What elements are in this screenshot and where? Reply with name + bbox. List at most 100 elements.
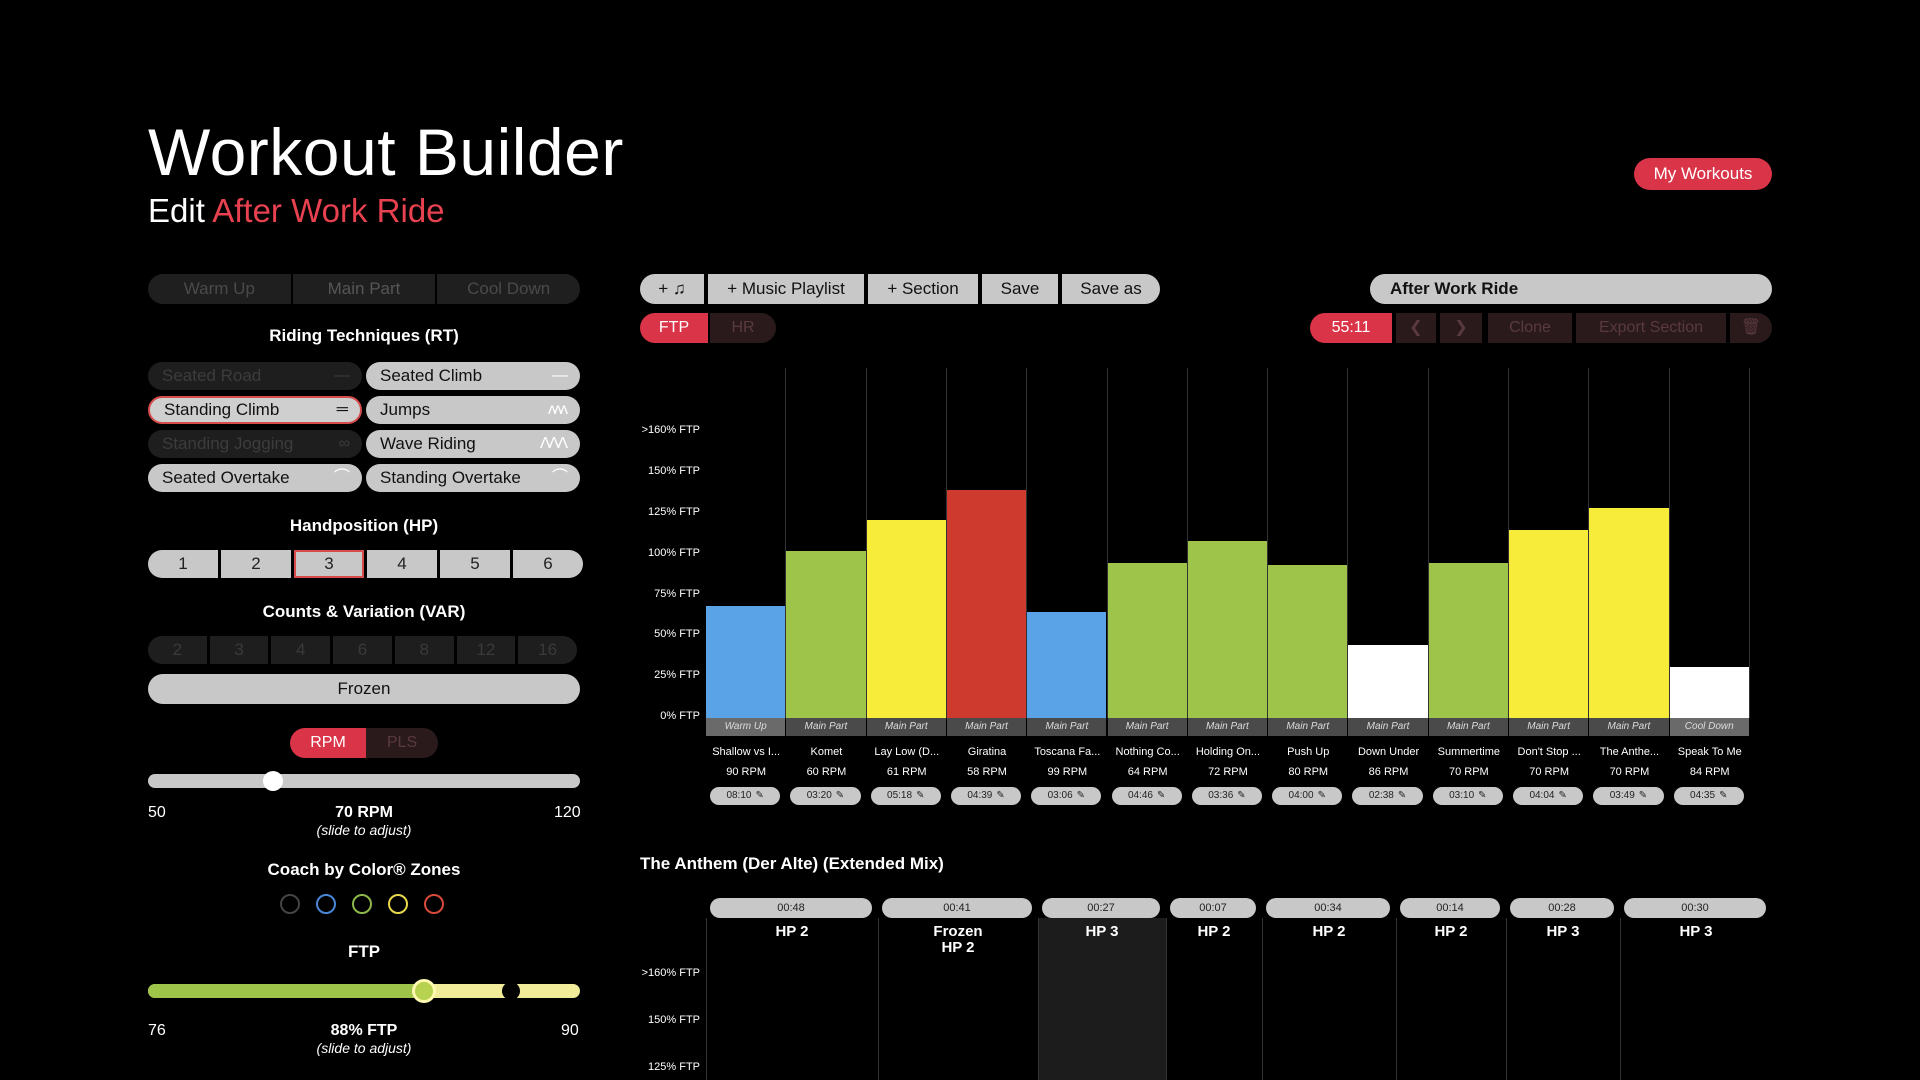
detail-part-column[interactable]	[1396, 918, 1507, 1080]
detail-part-column[interactable]	[878, 918, 1039, 1080]
chart-bar[interactable]	[1348, 644, 1428, 718]
chart-bar[interactable]	[1509, 530, 1589, 718]
detail-part-time[interactable]: 00:07	[1170, 898, 1256, 918]
detail-part-time[interactable]: 00:41	[882, 898, 1032, 918]
y-tick-label: 100% FTP	[648, 546, 700, 559]
count-16-button[interactable]: 16	[518, 636, 577, 664]
bar-duration-button[interactable]: 04:46 ✎	[1111, 787, 1182, 805]
chart-bar[interactable]	[946, 489, 1027, 718]
clone-button[interactable]: Clone	[1488, 313, 1572, 343]
hp-4-button[interactable]: 4	[367, 550, 437, 578]
hr-mode-toggle[interactable]: HR	[710, 313, 776, 343]
workout-name-field[interactable]: After Work Ride	[1370, 274, 1772, 304]
hp-2-button[interactable]: 2	[221, 550, 291, 578]
bar-duration-button[interactable]: 04:39 ✎	[950, 787, 1022, 805]
detail-part-time[interactable]: 00:34	[1266, 898, 1390, 918]
tab-cool-down[interactable]: Cool Down	[467, 279, 551, 298]
rpm-toggle[interactable]: RPM	[290, 728, 366, 758]
detail-part-column[interactable]	[706, 918, 879, 1080]
save-button[interactable]: Save	[982, 274, 1058, 304]
bar-duration-button[interactable]: 05:18 ✎	[870, 787, 941, 805]
zone-0-toggle[interactable]	[280, 894, 300, 914]
count-3-button[interactable]: 3	[209, 636, 269, 664]
rt-seated-road-button[interactable]: Seated Road ––	[148, 362, 362, 390]
count-8-button[interactable]: 8	[394, 636, 454, 664]
chart-bar[interactable]	[866, 520, 946, 718]
bar-duration-button[interactable]: 08:10 ✎	[710, 787, 781, 805]
rt-label: Seated Overtake	[162, 468, 290, 487]
bar-duration-button[interactable]: 03:36 ✎	[1191, 787, 1263, 805]
rt-seated-climb-button[interactable]: Seated Climb —	[366, 362, 580, 390]
count-4-button[interactable]: 4	[271, 636, 331, 664]
export-section-button[interactable]: Export Section	[1576, 313, 1726, 343]
hp-5-button[interactable]: 5	[440, 550, 510, 578]
add-section-button[interactable]: + Section	[868, 274, 978, 304]
chevron-right-icon[interactable]: ❯	[1440, 313, 1482, 343]
chart-bar[interactable]	[786, 550, 866, 718]
detail-part-column[interactable]	[1262, 918, 1397, 1080]
chart-bar[interactable]	[1589, 507, 1669, 718]
rt-jumps-button[interactable]: Jumps ʌʌʌ	[366, 396, 580, 424]
detail-part-time[interactable]: 00:48	[710, 898, 872, 918]
bar-duration-button[interactable]: 03:06 ✎	[1031, 787, 1102, 805]
tab-main-part[interactable]: Main Part	[293, 274, 438, 304]
chart-bar[interactable]	[1268, 565, 1348, 718]
pencil-icon: ✎	[1156, 790, 1166, 801]
bar-duration-button[interactable]: 03:49 ✎	[1593, 787, 1664, 805]
trash-icon[interactable]: 🗑	[1730, 313, 1772, 343]
frozen-button[interactable]: Frozen	[148, 674, 580, 704]
bar-duration-button[interactable]: 04:00 ✎	[1272, 787, 1343, 805]
hp-1-button[interactable]: 1	[148, 550, 218, 578]
chart-bar[interactable]	[706, 605, 786, 718]
rt-standing-jogging-button[interactable]: Standing Jogging ∞	[148, 430, 362, 458]
ftp-mode-toggle[interactable]: FTP	[640, 313, 708, 343]
bar-duration-button[interactable]: 04:04 ✎	[1513, 787, 1584, 805]
my-workouts-button[interactable]: My Workouts	[1634, 158, 1772, 190]
detail-part-column[interactable]	[1620, 918, 1773, 1080]
chart-bar[interactable]	[1669, 667, 1749, 718]
count-6-button[interactable]: 6	[333, 636, 392, 664]
bar-duration-button[interactable]: 03:20 ✎	[790, 787, 861, 805]
detail-part-time[interactable]: 00:28	[1510, 898, 1614, 918]
detail-part-column[interactable]	[1038, 918, 1167, 1080]
bar-rpm-label: 60 RPM	[806, 766, 847, 778]
chart-bar[interactable]	[1428, 562, 1508, 718]
count-2-button[interactable]: 2	[148, 636, 207, 664]
rpm-slider-track[interactable]	[148, 774, 580, 788]
hp-3-button[interactable]: 3	[294, 550, 364, 578]
bar-phase-label: Main Part	[1027, 718, 1107, 736]
bar-duration-button[interactable]: 02:38 ✎	[1352, 787, 1423, 805]
zone-4-toggle[interactable]	[424, 894, 444, 914]
rt-standing-overtake-button[interactable]: Standing Overtake ⌒	[366, 464, 580, 492]
segment-divider	[1186, 368, 1188, 718]
detail-part-column[interactable]	[1166, 918, 1263, 1080]
rt-standing-climb-button[interactable]: Standing Climb ═	[148, 396, 362, 424]
detail-part-column[interactable]	[1506, 918, 1621, 1080]
bar-duration-button[interactable]: 03:10 ✎	[1432, 787, 1503, 805]
ftp-slider-thumb[interactable]	[412, 979, 437, 1003]
tab-warm-up[interactable]: Warm Up	[148, 274, 293, 304]
chart-bar[interactable]	[1107, 562, 1187, 718]
add-music-button[interactable]: + ♫	[640, 274, 704, 304]
count-12-button[interactable]: 12	[456, 636, 516, 664]
save-as-button[interactable]: Save as	[1062, 274, 1160, 304]
zone-2-toggle[interactable]	[352, 894, 372, 914]
bar-song-label: Lay Low (D...	[874, 746, 940, 758]
hp-6-button[interactable]: 6	[513, 550, 583, 578]
rt-seated-overtake-button[interactable]: Seated Overtake ⌒	[148, 464, 362, 492]
zone-1-toggle[interactable]	[316, 894, 336, 914]
chart-bar[interactable]	[1027, 611, 1107, 718]
pls-toggle[interactable]: PLS	[366, 728, 438, 758]
rpm-slider-thumb[interactable]	[263, 771, 284, 791]
ftp-max-marker[interactable]	[502, 982, 520, 1000]
detail-part-time[interactable]: 00:27	[1042, 898, 1160, 918]
chart-bar[interactable]	[1187, 540, 1268, 718]
detail-part-time[interactable]: 00:30	[1624, 898, 1766, 918]
detail-part-time[interactable]: 00:14	[1400, 898, 1500, 918]
zone-3-toggle[interactable]	[388, 894, 408, 914]
add-music-playlist-button[interactable]: + Music Playlist	[708, 274, 864, 304]
bar-duration-button[interactable]: 04:35 ✎	[1673, 787, 1744, 805]
chevron-left-icon[interactable]: ❮	[1396, 313, 1436, 343]
rt-wave-riding-button[interactable]: Wave Riding ɅɅɅ	[366, 430, 580, 458]
rt-label: Seated Road	[162, 366, 262, 385]
